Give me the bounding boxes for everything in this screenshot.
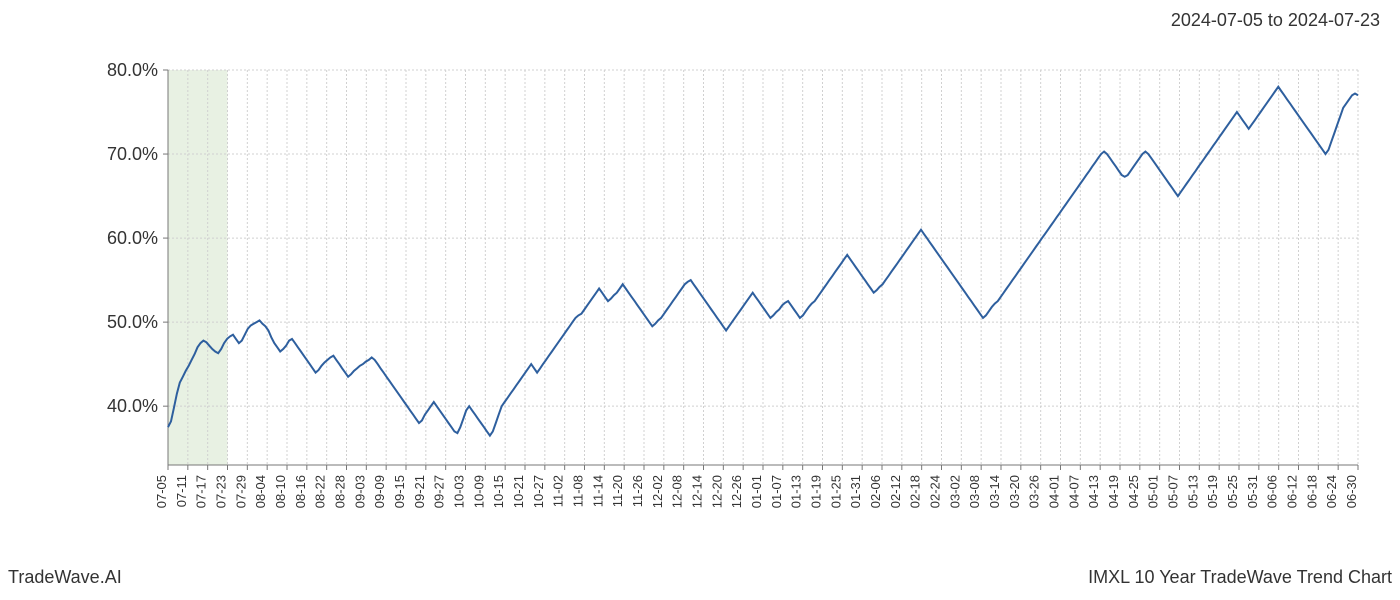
x-axis-label: 03-26	[1027, 475, 1042, 508]
chart-svg: 07-05 07-11 07-17 07-23 07-29 08-04 08-10 08-16…	[0, 50, 1400, 530]
x-axis-label: 09-15	[392, 475, 407, 508]
y-axis-label: 60.0%	[107, 228, 158, 248]
x-axis-label: 12-14	[690, 475, 705, 508]
x-axis-label: 10-09	[471, 475, 486, 508]
x-axis-label: 10-15	[491, 475, 506, 508]
y-axis-label: 50.0%	[107, 312, 158, 332]
x-axis-label: 02-18	[908, 475, 923, 508]
x-axis-label: 11-08	[571, 475, 586, 507]
x-axis-label: 02-12	[888, 475, 903, 508]
x-axis-label: 04-07	[1066, 475, 1081, 508]
x-axis-label: 12-26	[729, 475, 744, 508]
x-axis-label: 04-13	[1086, 475, 1101, 508]
x-axis-label: 08-10	[273, 475, 288, 508]
x-axis-label: 12-08	[670, 475, 685, 508]
chart-title-label: IMXL 10 Year TradeWave Trend Chart	[1088, 567, 1392, 588]
x-axis-label: 06-12	[1285, 475, 1300, 508]
brand-label: TradeWave.AI	[8, 567, 122, 588]
x-axis-label: 01-01	[749, 475, 764, 508]
x-axis-label: 07-11	[174, 475, 189, 507]
x-axis-label: 10-21	[511, 475, 526, 508]
x-axis-label: 03-14	[987, 475, 1002, 508]
x-axis-label: 07-23	[214, 475, 229, 508]
x-axis-label: 04-01	[1047, 475, 1062, 508]
x-axis-label: 12-02	[650, 475, 665, 508]
x-axis-label: 11-20	[610, 475, 625, 507]
y-axis-label: 40.0%	[107, 396, 158, 416]
x-axis-label: 11-26	[630, 475, 645, 507]
y-axis-label: 80.0%	[107, 60, 158, 80]
x-axis-label: 09-21	[412, 475, 427, 508]
x-axis-label: 03-02	[947, 475, 962, 508]
x-axis-label: 11-14	[590, 475, 605, 507]
x-axis-label: 07-29	[233, 475, 248, 508]
x-axis-label: 09-03	[352, 475, 367, 508]
x-axis-label: 01-19	[809, 475, 824, 508]
x-axis-label: 06-30	[1344, 475, 1359, 508]
x-axis-label: 05-01	[1146, 475, 1161, 508]
x-axis-label: 03-20	[1007, 475, 1022, 508]
x-axis-label: 05-31	[1245, 475, 1260, 508]
trend-chart: 07-05 07-11 07-17 07-23 07-29 08-04 08-10 08-16…	[0, 50, 1400, 530]
x-axis-label: 08-04	[253, 475, 268, 508]
x-axis-label: 05-19	[1205, 475, 1220, 508]
x-axis-label: 02-06	[868, 475, 883, 508]
x-axis-label: 09-09	[372, 475, 387, 508]
x-axis-label: 08-28	[333, 475, 348, 508]
x-axis-label: 09-27	[432, 475, 447, 508]
x-axis-label: 02-24	[928, 475, 943, 508]
x-axis-label: 08-16	[293, 475, 308, 508]
x-axis-label: 10-27	[531, 475, 546, 508]
x-axis-label: 10-03	[452, 475, 467, 508]
date-range-label: 2024-07-05 to 2024-07-23	[1171, 10, 1380, 31]
x-axis-label: 01-13	[789, 475, 804, 508]
x-axis-label: 07-05	[154, 475, 169, 508]
x-axis-label: 01-25	[828, 475, 843, 508]
x-axis-label: 05-25	[1225, 475, 1240, 508]
x-axis-label: 06-24	[1324, 475, 1339, 508]
x-axis-label: 05-07	[1166, 475, 1181, 508]
x-axis-label: 12-20	[709, 475, 724, 508]
x-axis-label: 11-02	[551, 475, 566, 507]
x-axis-label: 08-22	[313, 475, 328, 508]
x-axis-label: 06-06	[1265, 475, 1280, 508]
x-axis-label: 04-25	[1126, 475, 1141, 508]
y-axis-label: 70.0%	[107, 144, 158, 164]
x-axis-label: 01-07	[769, 475, 784, 508]
x-axis-label: 05-13	[1185, 475, 1200, 508]
x-axis-label: 04-19	[1106, 475, 1121, 508]
x-axis-label: 01-31	[848, 475, 863, 508]
x-axis-label: 07-17	[194, 475, 209, 508]
x-axis-label: 06-18	[1304, 475, 1319, 508]
x-axis-label: 03-08	[967, 475, 982, 508]
